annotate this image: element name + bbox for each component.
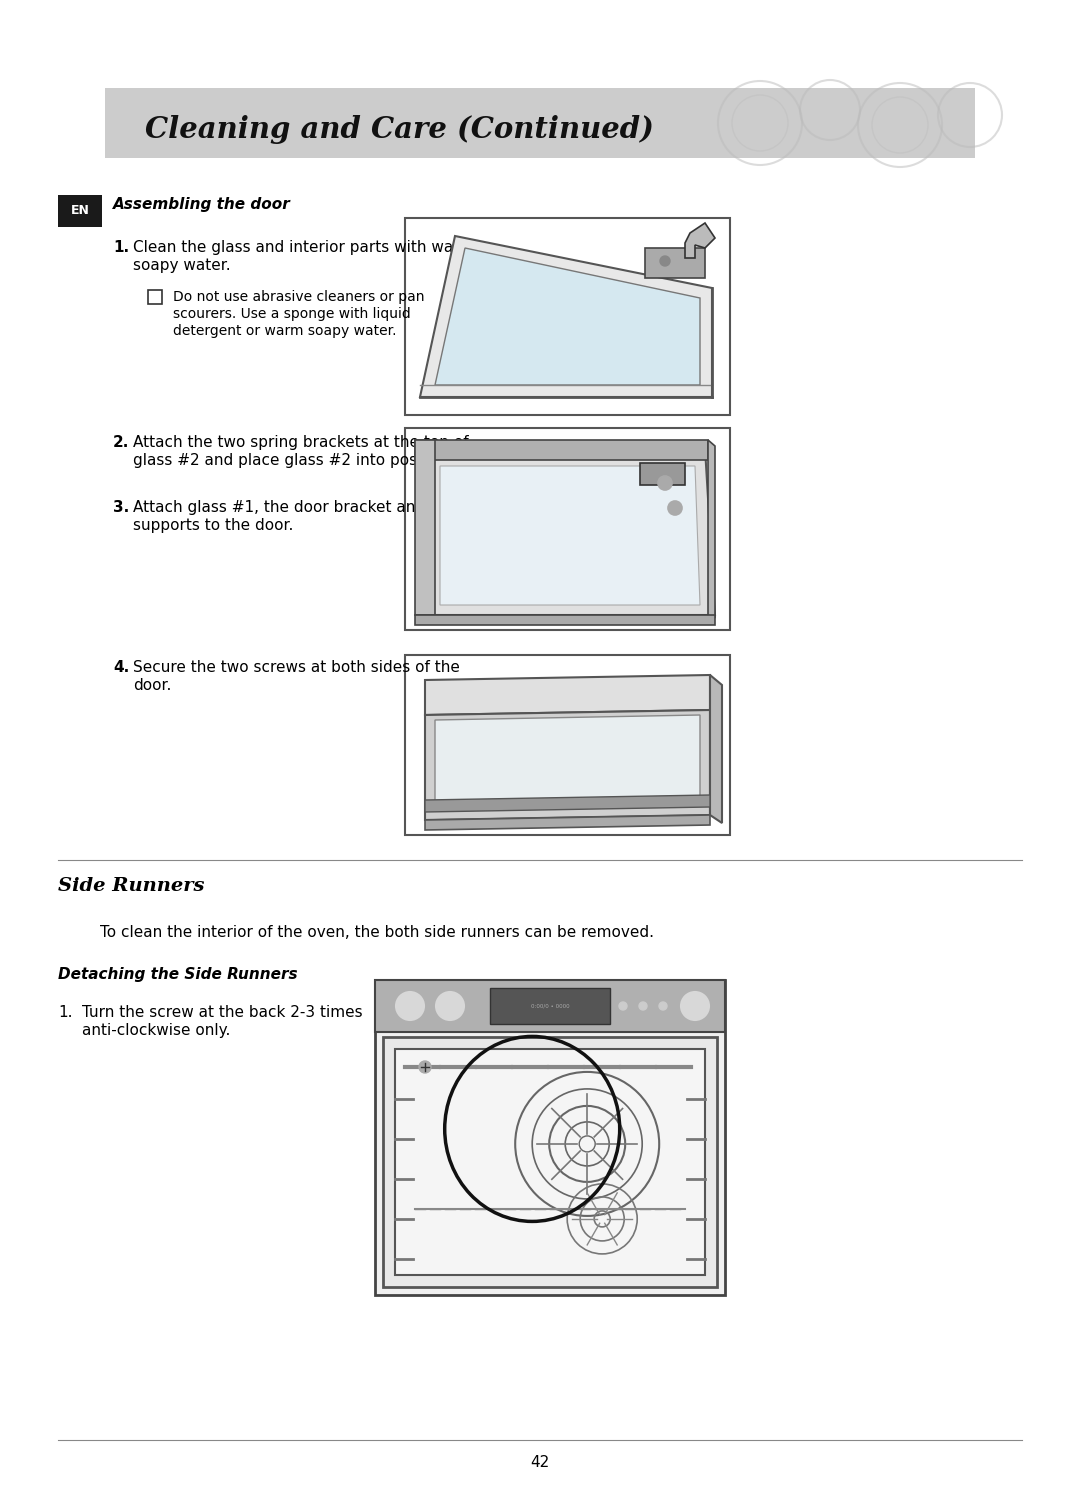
Bar bbox=[148, 290, 162, 305]
Text: glass #2 and place glass #2 into position.: glass #2 and place glass #2 into positio… bbox=[133, 453, 456, 468]
Polygon shape bbox=[415, 440, 435, 615]
Bar bbox=[375, 979, 725, 1031]
Bar bbox=[58, 195, 102, 227]
Text: 1.: 1. bbox=[113, 241, 130, 256]
Text: Secure the two screws at both sides of the: Secure the two screws at both sides of t… bbox=[133, 660, 460, 675]
Circle shape bbox=[639, 1002, 647, 1010]
Text: Do not use abrasive cleaners or pan: Do not use abrasive cleaners or pan bbox=[173, 290, 424, 305]
Text: 3.: 3. bbox=[113, 499, 130, 516]
Text: Cleaning and Care (Continued): Cleaning and Care (Continued) bbox=[145, 116, 653, 144]
Circle shape bbox=[619, 1002, 627, 1010]
Bar bbox=[375, 979, 725, 1294]
Circle shape bbox=[396, 993, 424, 1019]
Bar bbox=[383, 1037, 717, 1287]
Polygon shape bbox=[426, 710, 710, 820]
Text: soapy water.: soapy water. bbox=[133, 259, 231, 273]
Polygon shape bbox=[426, 795, 710, 811]
Bar bbox=[105, 88, 975, 158]
Polygon shape bbox=[710, 675, 723, 823]
Polygon shape bbox=[426, 675, 710, 715]
Text: supports to the door.: supports to the door. bbox=[133, 519, 294, 533]
Text: 4.: 4. bbox=[113, 660, 130, 675]
Text: Side Runners: Side Runners bbox=[58, 877, 204, 895]
Polygon shape bbox=[685, 223, 715, 259]
Circle shape bbox=[419, 1061, 431, 1073]
Text: Turn the screw at the back 2-3 times: Turn the screw at the back 2-3 times bbox=[82, 1005, 363, 1019]
Text: EN: EN bbox=[70, 205, 90, 217]
Text: 0:00/0 • 0000: 0:00/0 • 0000 bbox=[530, 1003, 569, 1009]
Circle shape bbox=[658, 476, 672, 490]
Text: Assembling the door: Assembling the door bbox=[113, 198, 291, 212]
Bar bbox=[405, 428, 730, 630]
Polygon shape bbox=[426, 814, 710, 831]
Text: anti-clockwise only.: anti-clockwise only. bbox=[82, 1022, 230, 1039]
Text: door.: door. bbox=[133, 678, 172, 692]
Circle shape bbox=[669, 501, 681, 516]
Polygon shape bbox=[420, 236, 712, 397]
Text: scourers. Use a sponge with liquid: scourers. Use a sponge with liquid bbox=[173, 308, 410, 321]
Polygon shape bbox=[415, 440, 708, 461]
Circle shape bbox=[659, 1002, 667, 1010]
Bar bbox=[405, 655, 730, 835]
Circle shape bbox=[436, 993, 464, 1019]
Text: detergent or warm soapy water.: detergent or warm soapy water. bbox=[173, 324, 396, 337]
Text: Detaching the Side Runners: Detaching the Side Runners bbox=[58, 967, 298, 982]
Text: 42: 42 bbox=[530, 1455, 550, 1470]
Bar bbox=[645, 248, 705, 278]
Text: Attach glass #1, the door bracket and the: Attach glass #1, the door bracket and th… bbox=[133, 499, 455, 516]
Polygon shape bbox=[440, 467, 700, 605]
Bar bbox=[395, 1049, 705, 1275]
Text: To clean the interior of the oven, the both side runners can be removed.: To clean the interior of the oven, the b… bbox=[100, 924, 654, 941]
Text: 1.: 1. bbox=[58, 1005, 72, 1019]
Polygon shape bbox=[708, 440, 715, 618]
Polygon shape bbox=[415, 615, 715, 626]
Text: Attach the two spring brackets at the top of: Attach the two spring brackets at the to… bbox=[133, 435, 469, 450]
Text: 2.: 2. bbox=[113, 435, 130, 450]
Text: Clean the glass and interior parts with warm: Clean the glass and interior parts with … bbox=[133, 241, 474, 256]
Circle shape bbox=[660, 256, 670, 266]
Bar bbox=[405, 218, 730, 415]
Polygon shape bbox=[417, 443, 715, 615]
Bar bbox=[490, 988, 610, 1024]
Polygon shape bbox=[435, 715, 700, 810]
Circle shape bbox=[681, 993, 708, 1019]
Polygon shape bbox=[435, 248, 700, 385]
Bar bbox=[640, 464, 685, 484]
